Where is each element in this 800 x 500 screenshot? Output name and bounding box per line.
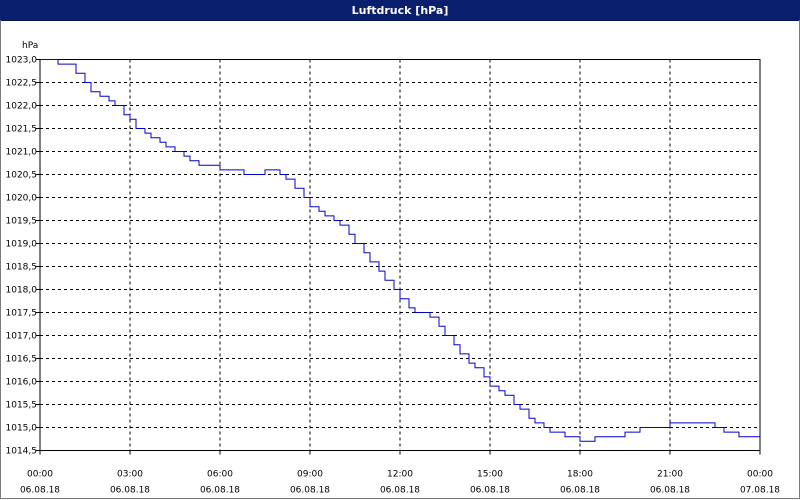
x-tick-time-label: 12:00 [387, 470, 413, 480]
x-tick-time-label: 09:00 [297, 470, 323, 480]
x-axis-ticks: 00:00 06.08.18 03:00 06.08.18 06:00 06.08.18 0… [20, 450, 780, 496]
y-tick-label: 1018,5 [6, 263, 38, 273]
x-tick-date-label: 06.08.18 [650, 486, 690, 496]
y-axis-ticks: 1023,0 1022,5 1022,0 1021,5 1021,0 1020,5 1020… [6, 56, 40, 457]
y-tick-label: 1019,5 [6, 217, 38, 227]
y-tick-label: 1021,5 [6, 125, 38, 135]
y-axis-unit-label: hPa [22, 41, 38, 51]
y-tick-label: 1020,0 [6, 194, 38, 204]
x-tick-date-label: 06.08.18 [200, 486, 240, 496]
x-tick-time-label: 06:00 [207, 470, 233, 480]
x-tick-date-label: 07.08.18 [740, 486, 780, 496]
x-tick-date-label: 06.08.18 [560, 486, 600, 496]
x-tick-time-label: 03:00 [117, 470, 143, 480]
x-tick-time-label: 15:00 [477, 470, 503, 480]
x-tick-date-label: 06.08.18 [110, 486, 150, 496]
y-tick-label: 1022,5 [6, 79, 38, 89]
plot-area-border [39, 59, 761, 451]
x-tick-time-label: 18:00 [567, 470, 593, 480]
x-tick-date-label: 06.08.18 [20, 486, 60, 496]
y-tick-label: 1015,0 [6, 424, 38, 434]
y-tick-label: 1015,5 [6, 401, 38, 411]
y-tick-label: 1017,0 [6, 332, 38, 342]
y-tick-label: 1018,0 [6, 286, 38, 296]
x-tick-time-label: 21:00 [657, 470, 683, 480]
y-tick-label: 1014,5 [6, 447, 38, 457]
y-tick-label: 1016,0 [6, 378, 38, 388]
grid-lines [40, 59, 760, 451]
y-tick-label: 1019,0 [6, 240, 38, 250]
y-tick-label: 1020,5 [6, 171, 38, 181]
chart-title-bar: Luftdruck [hPa] [0, 0, 800, 21]
pressure-series-line [40, 59, 760, 442]
x-tick-date-label: 06.08.18 [380, 486, 420, 496]
chart-title: Luftdruck [hPa] [351, 3, 449, 17]
x-tick-time-label: 00:00 [27, 470, 53, 480]
x-tick-time-label: 00:00 [747, 470, 773, 480]
y-tick-label: 1022,0 [6, 102, 38, 112]
y-tick-label: 1016,5 [6, 355, 38, 365]
y-tick-label: 1017,5 [6, 309, 38, 319]
y-tick-label: 1021,0 [6, 148, 38, 158]
x-tick-date-label: 06.08.18 [290, 486, 330, 496]
x-tick-date-label: 06.08.18 [470, 486, 510, 496]
y-tick-label: 1023,0 [6, 56, 38, 66]
